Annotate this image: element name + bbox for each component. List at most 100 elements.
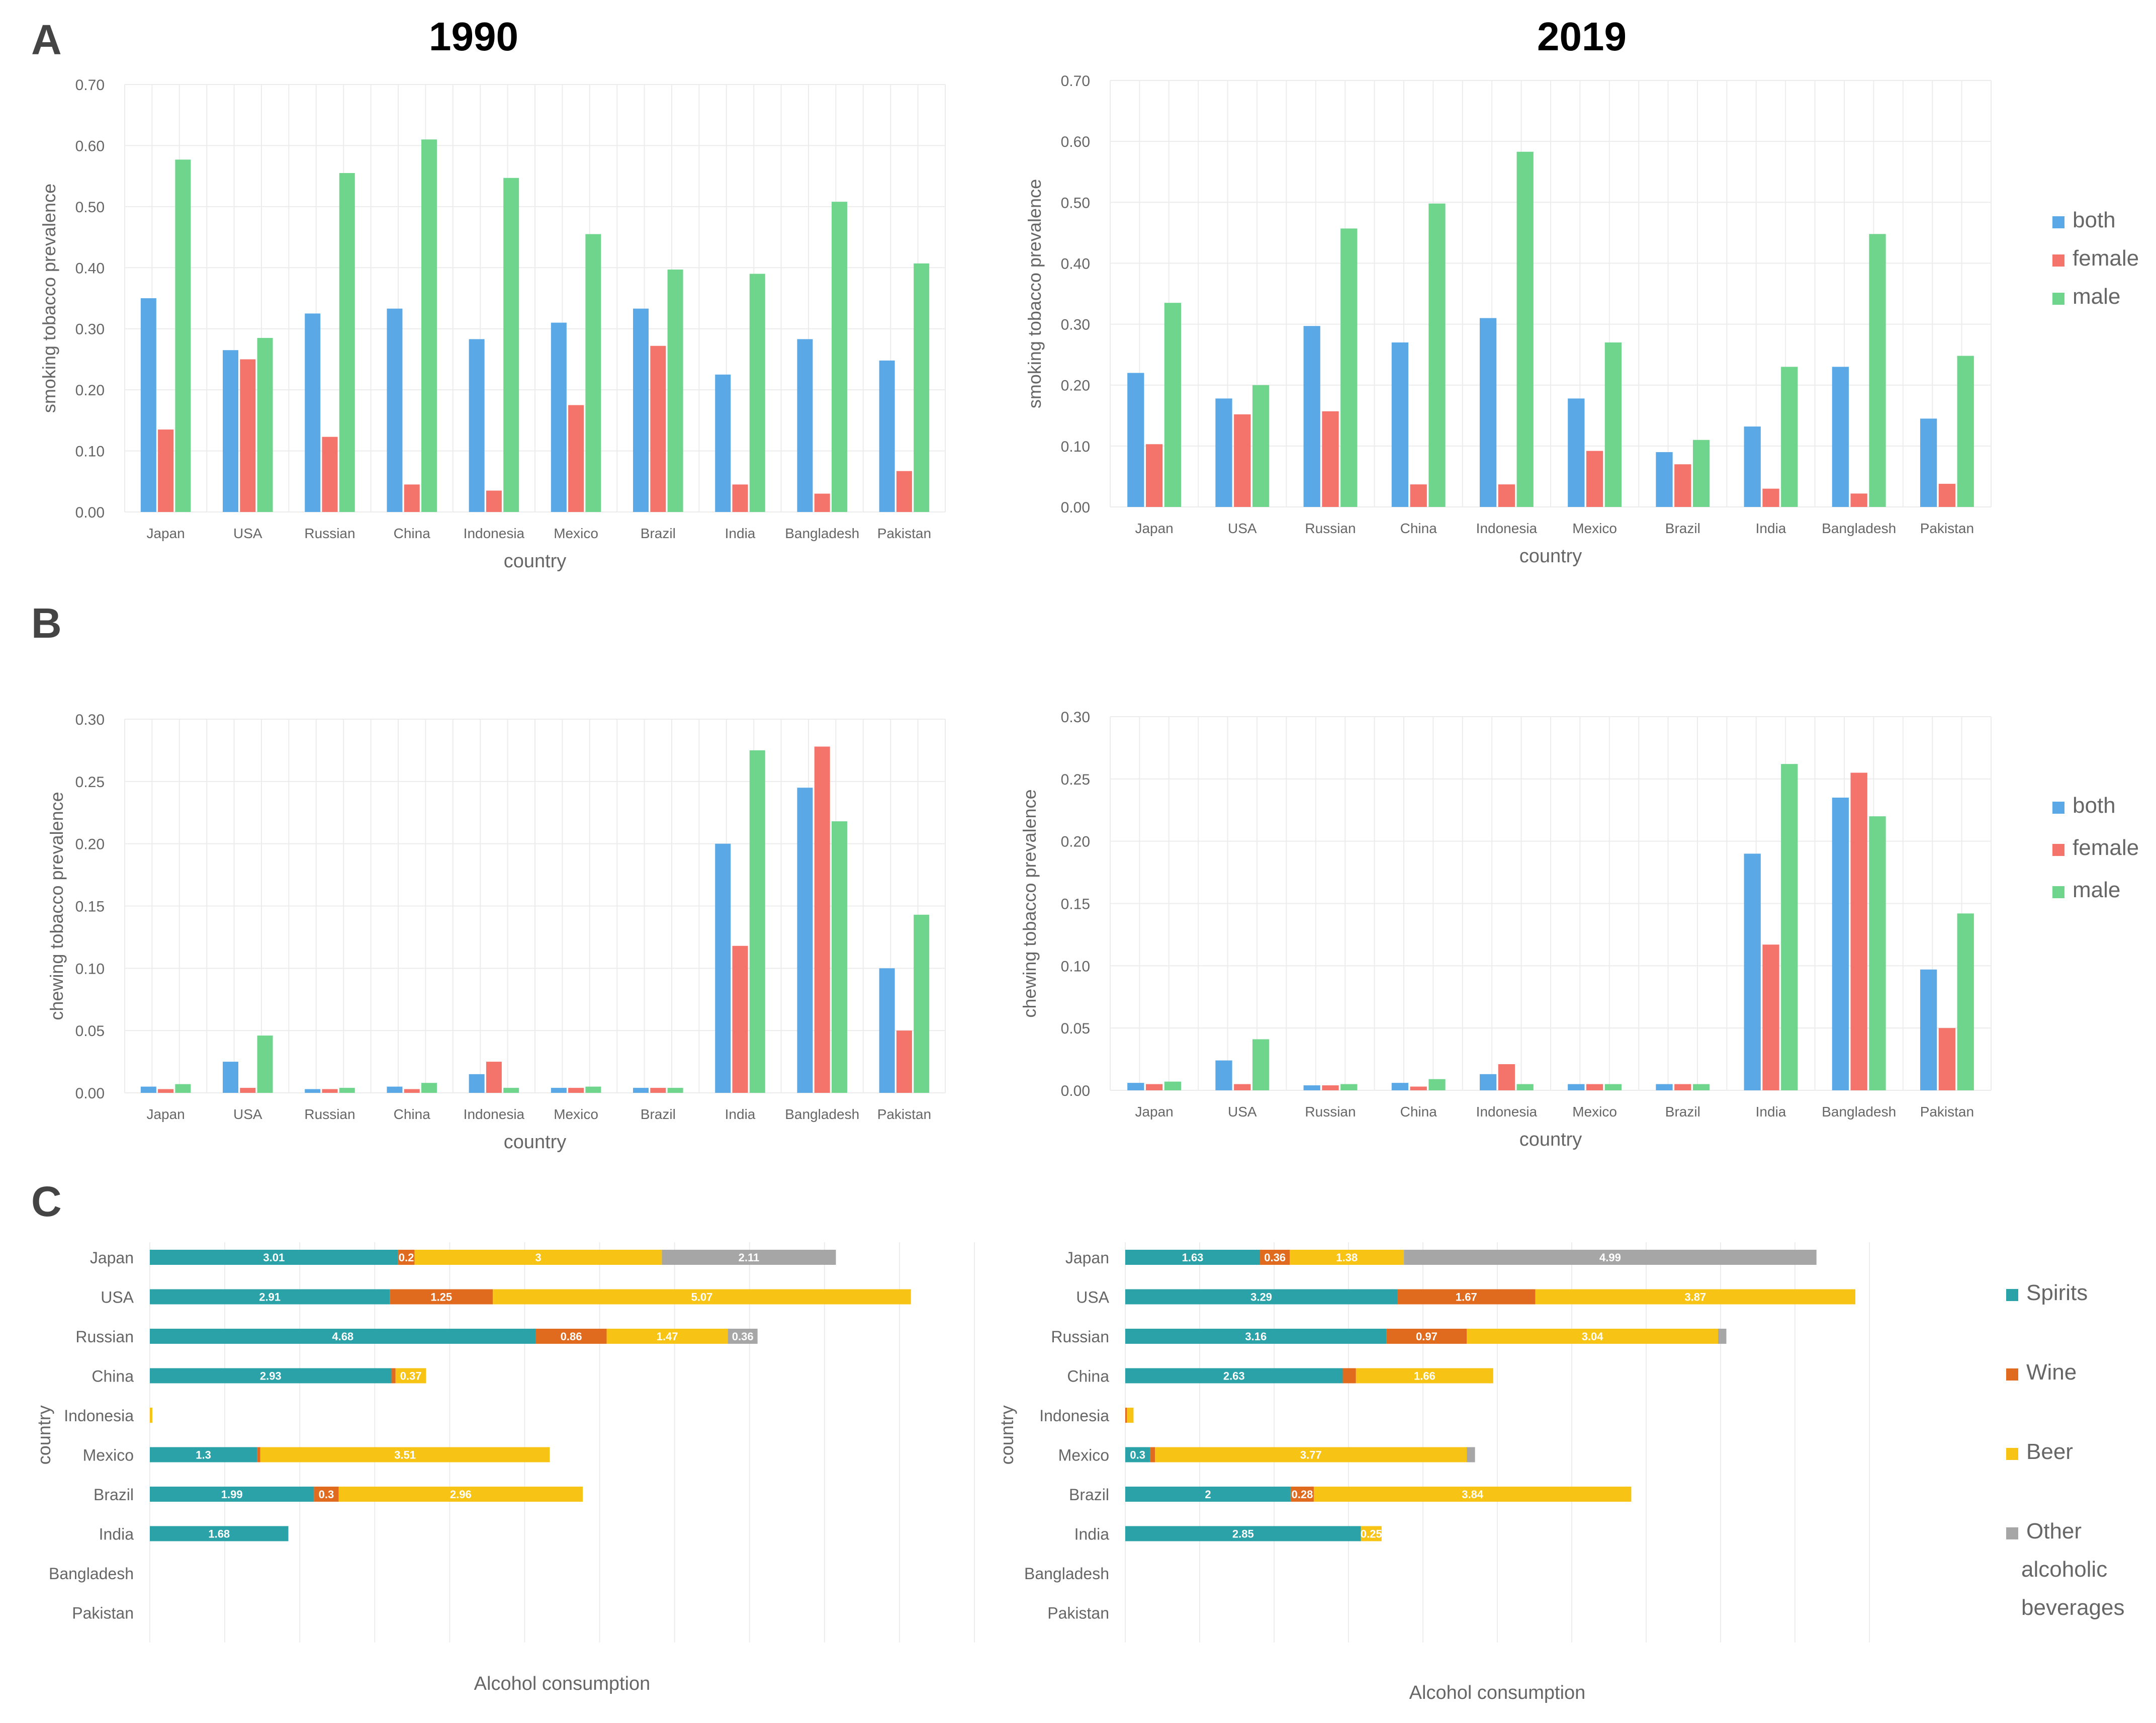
bar-male <box>749 750 765 1093</box>
y-tick-label: 0.00 <box>1061 1083 1090 1099</box>
legend-label-line: Other <box>2026 1519 2082 1543</box>
y-tick-label: 0.00 <box>1061 499 1090 516</box>
bar-both <box>879 360 895 512</box>
bar-spirits <box>150 1329 536 1344</box>
bar-male <box>421 1083 437 1093</box>
bar-male <box>339 1088 355 1093</box>
x-tick-label: Russian <box>304 526 355 541</box>
bar-male <box>503 1088 519 1093</box>
bar-female <box>1498 1064 1515 1090</box>
y-tick-label: 0.50 <box>1061 195 1090 211</box>
x-tick-label: China <box>1400 1104 1438 1119</box>
x-axis-title: country <box>1519 546 1582 567</box>
bar-wine <box>1342 1368 1356 1384</box>
y-tick-label: Indonesia <box>1039 1407 1109 1425</box>
x-tick-label: Brazil <box>641 1106 676 1122</box>
x-tick-label: Bangladesh <box>1822 521 1896 536</box>
bar-data-label: 4.99 <box>1599 1251 1621 1264</box>
y-tick-label: 0.60 <box>1061 134 1090 150</box>
bar-data-label: 2.85 <box>1232 1528 1254 1540</box>
bar-spirits <box>150 1526 289 1541</box>
x-tick-label: India <box>725 1106 756 1122</box>
bar-both <box>1127 373 1144 507</box>
chewing-1990-chart: 0.00 0.05 0.10 0.15 0.20 0.25 0.30 Japan USA Russ… <box>46 712 946 1153</box>
bar-male <box>749 274 765 512</box>
bar-male <box>175 1084 191 1093</box>
bar-female <box>568 405 584 512</box>
bar-beer <box>414 1250 662 1265</box>
y-tick-label: 0.40 <box>1061 255 1090 272</box>
bar-data-label: 2 <box>1205 1488 1211 1501</box>
x-axis-title: Alcohol consumption <box>1409 1682 1586 1703</box>
legend-label: Beer <box>2026 1439 2073 1464</box>
legend-swatch-both <box>2052 802 2064 814</box>
bar-female <box>1410 1086 1427 1090</box>
bar-both <box>140 1086 156 1093</box>
bar-both <box>551 1088 567 1093</box>
y-tick-label: 0.20 <box>1061 378 1090 394</box>
bar-female <box>1938 483 1956 507</box>
x-axis-title: country <box>1519 1129 1582 1150</box>
bar-female <box>1586 451 1603 507</box>
legend-label: female <box>2073 246 2139 271</box>
legend-swatch-male <box>2052 293 2064 305</box>
bar-male <box>1252 1039 1270 1090</box>
y-tick-label: Russian <box>75 1328 134 1346</box>
bar-both <box>715 374 731 512</box>
bar-male <box>1604 1084 1622 1090</box>
bar-both <box>1391 1083 1409 1090</box>
bar-both <box>305 1089 321 1093</box>
bar-both <box>469 339 485 512</box>
bar-both <box>387 308 403 512</box>
bar-wine <box>1397 1289 1536 1305</box>
bar-female <box>240 359 256 512</box>
smoking-1990-chart: 0.00 0.10 0.20 0.30 0.40 0.50 0.60 0.70 Japan USA… <box>39 77 946 572</box>
x-tick-label: Japan <box>146 1106 185 1122</box>
bar-male <box>1604 342 1622 507</box>
bar-both <box>1303 326 1320 507</box>
bar-both <box>715 843 731 1093</box>
x-tick-label: Bangladesh <box>1822 1104 1896 1119</box>
bar-wine <box>1386 1329 1467 1344</box>
x-tick-label: Mexico <box>1572 521 1617 536</box>
panel-label-c: C <box>31 1178 62 1225</box>
x-tick-label: USA <box>1228 1104 1257 1119</box>
bar-data-label: 0.3 <box>1130 1449 1145 1461</box>
bar-data-label: 3.29 <box>1250 1291 1272 1304</box>
bar-beer <box>150 1408 152 1423</box>
bar-male <box>914 914 930 1093</box>
y-tick-label: China <box>92 1367 134 1386</box>
x-tick-label: Japan <box>146 526 185 541</box>
bar-both <box>469 1074 485 1093</box>
legend-label: female <box>2073 835 2139 860</box>
x-tick-label: China <box>1400 521 1438 536</box>
x-tick-label: Pakistan <box>877 526 931 541</box>
bar-data-label: 0.3 <box>319 1488 334 1501</box>
bar-beer <box>338 1487 583 1502</box>
bar-data-label: 2.63 <box>1223 1370 1245 1383</box>
x-tick-label: Bangladesh <box>785 1106 859 1122</box>
y-tick-label: Russian <box>1051 1328 1109 1346</box>
x-tick-label: Brazil <box>641 526 676 541</box>
bar-male <box>1428 1079 1446 1090</box>
bar-male <box>1340 1084 1358 1090</box>
y-tick-label: 0.10 <box>1061 439 1090 455</box>
y-tick-label: 0.70 <box>1061 73 1090 90</box>
x-tick-label: Mexico <box>554 526 598 541</box>
x-tick-label: Pakistan <box>1920 1104 1974 1119</box>
bar-female <box>404 484 420 512</box>
y-tick-label: China <box>1067 1367 1109 1386</box>
bar-female <box>1762 488 1779 507</box>
bar-both <box>387 1086 403 1093</box>
bar-male <box>1164 1081 1182 1090</box>
bar-both <box>1127 1083 1144 1090</box>
y-tick-label: 0.30 <box>75 712 105 728</box>
bar-data-label: 3.84 <box>1462 1488 1484 1501</box>
y-tick-label: 0.70 <box>75 77 105 94</box>
x-tick-label: Bangladesh <box>785 526 859 541</box>
bar-data-label: 0.2 <box>399 1251 414 1264</box>
bar-male <box>503 178 519 512</box>
bar-female <box>1762 944 1779 1090</box>
bar-spirits <box>1125 1447 1150 1462</box>
y-tick-label: Pakistan <box>72 1604 134 1622</box>
